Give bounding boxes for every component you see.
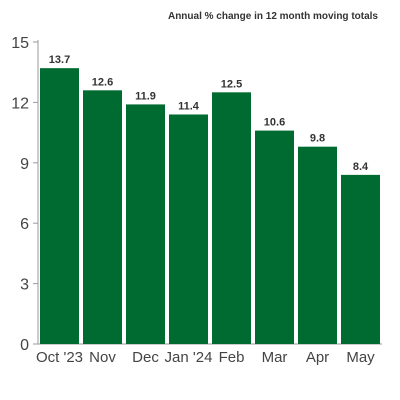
- x-tick-label: Oct '23: [36, 349, 83, 366]
- bar-value-label: 9.8: [310, 133, 325, 145]
- bar: [255, 130, 294, 344]
- bar: [126, 104, 165, 344]
- bar-value-label: 11.9: [135, 90, 156, 102]
- bar: [169, 114, 208, 344]
- x-tick-label: Feb: [219, 349, 245, 366]
- data-labels: 13.7 12.6 11.9 11.4 12.5 10.6 9.8 8.4: [49, 54, 369, 173]
- y-tick-label: 15: [11, 35, 29, 52]
- bar-value-label: 10.6: [264, 117, 285, 129]
- x-axis-labels: Oct '23 Nov Dec Jan '24 Feb Mar Apr May: [36, 349, 375, 366]
- y-tick-label: 3: [20, 277, 29, 294]
- x-tick-label: May: [346, 349, 375, 366]
- bar-value-label: 13.7: [49, 54, 70, 66]
- bar: [298, 146, 337, 344]
- bar-value-label: 12.6: [92, 76, 113, 88]
- bars: [40, 68, 380, 344]
- chart-subtitle: Annual % change in 12 month moving total…: [168, 11, 378, 22]
- bar-value-label: 12.5: [221, 78, 242, 90]
- bar: [212, 92, 251, 344]
- x-tick-label: Jan '24: [165, 349, 213, 366]
- y-tick-label: 6: [20, 216, 29, 233]
- x-tick-label: Nov: [89, 349, 116, 366]
- x-tick-label: Mar: [262, 349, 288, 366]
- bar: [83, 90, 122, 344]
- y-tick-label: 0: [20, 337, 29, 354]
- x-tick-label: Apr: [306, 349, 329, 366]
- x-tick-label: Dec: [132, 349, 159, 366]
- y-axis-ticks: 0 3 6 9 12 15: [11, 35, 38, 354]
- y-tick-label: 9: [20, 156, 29, 173]
- bar-value-label: 11.4: [178, 100, 200, 112]
- bar: [341, 174, 380, 344]
- bar: [40, 68, 79, 344]
- y-tick-label: 12: [11, 95, 29, 112]
- bar-value-label: 8.4: [353, 161, 369, 173]
